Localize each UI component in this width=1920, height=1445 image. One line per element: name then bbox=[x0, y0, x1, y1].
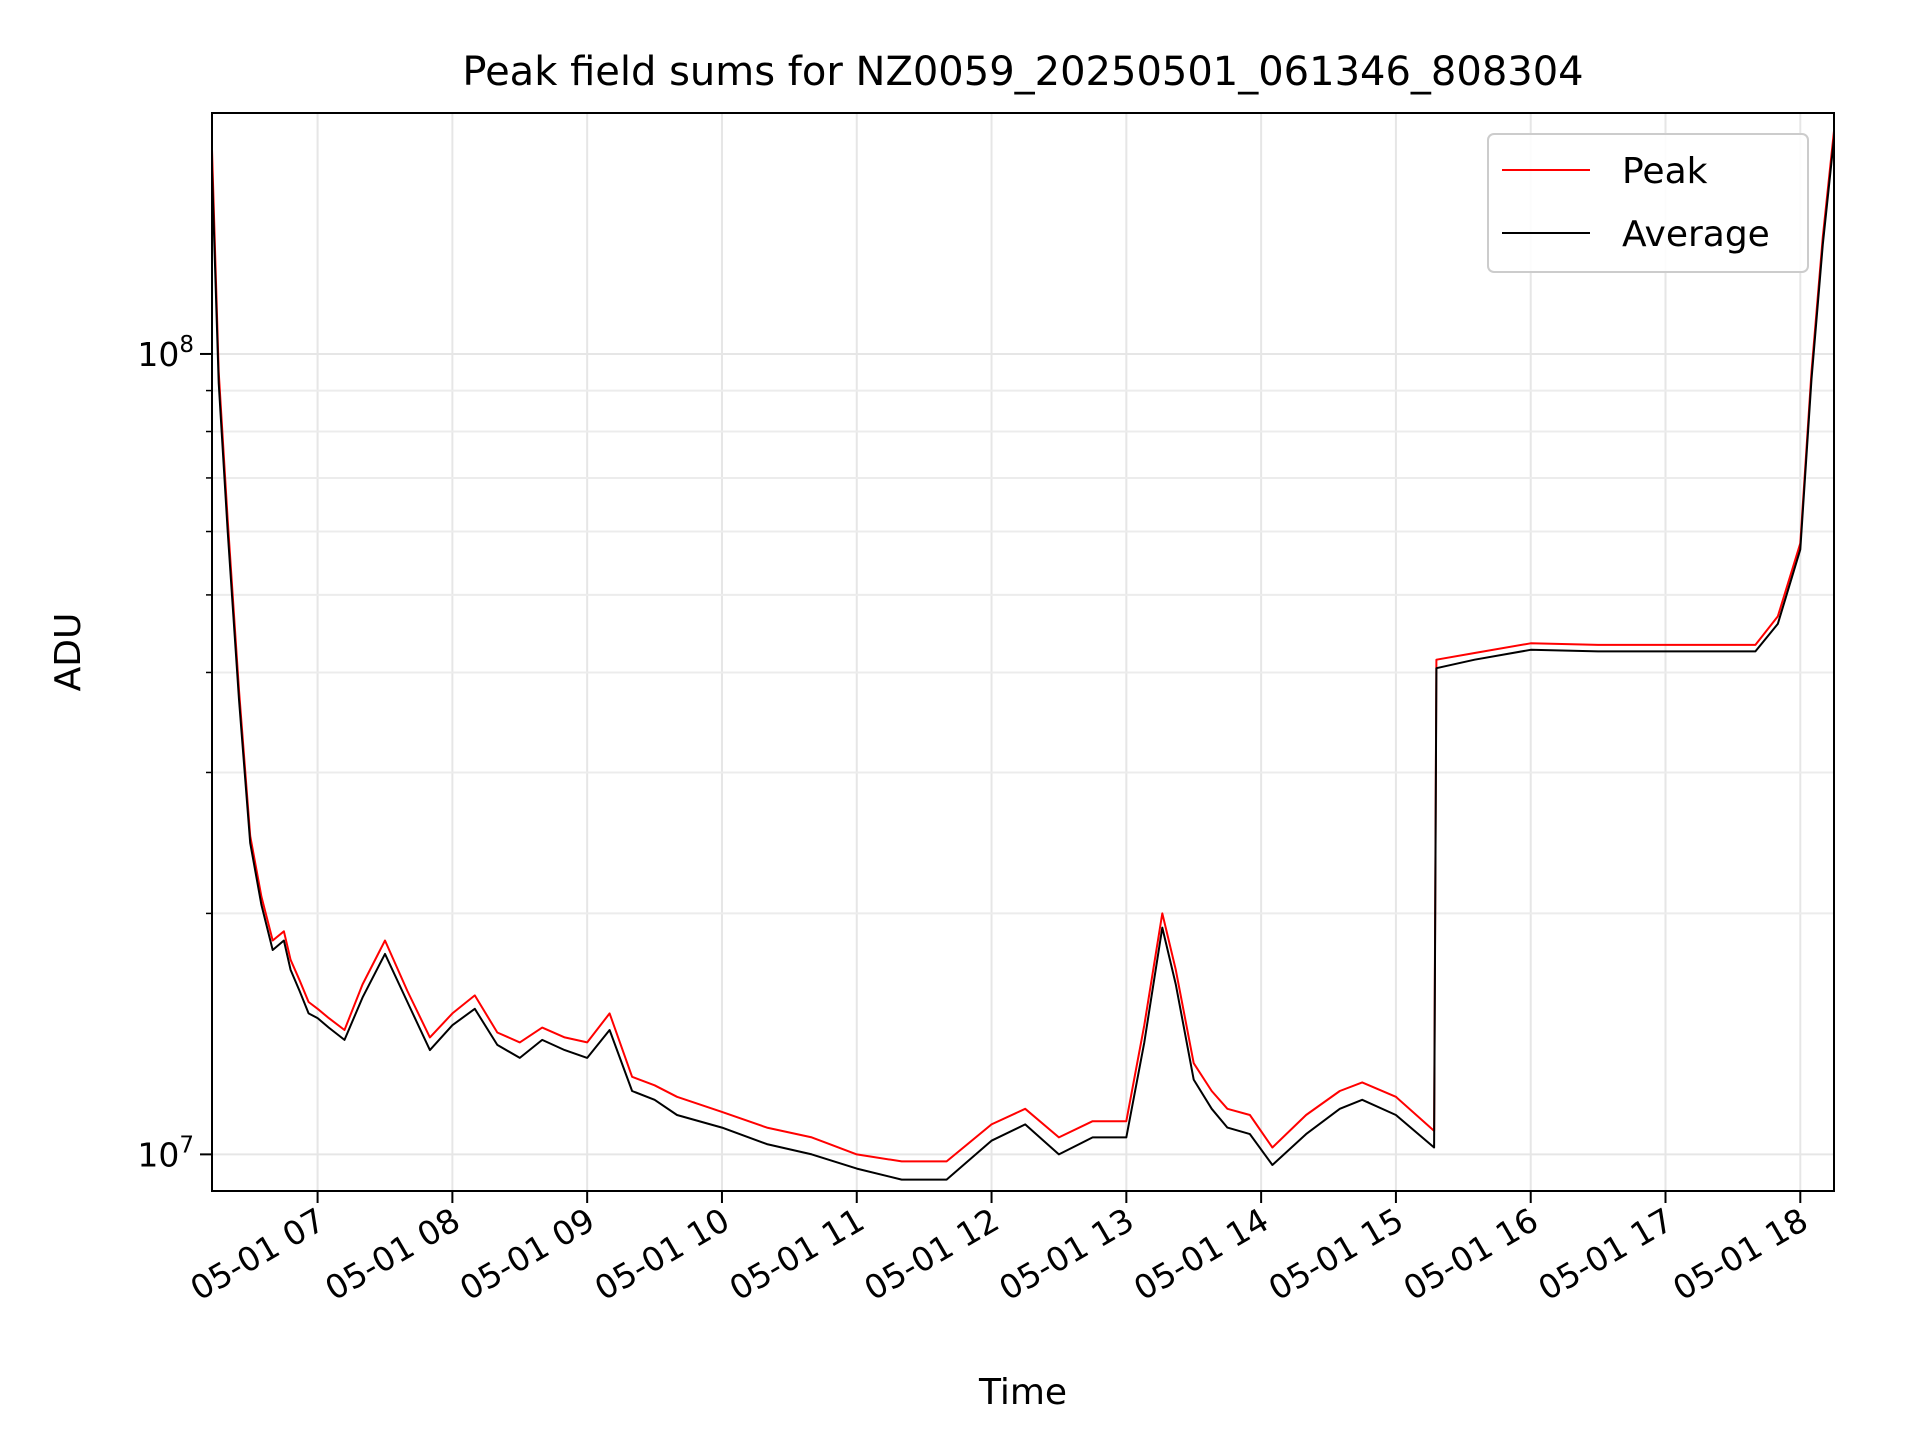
x-axis-label: Time bbox=[978, 1372, 1067, 1413]
series-line-average bbox=[211, 138, 1835, 1181]
y-tick-label: 108 bbox=[137, 332, 194, 374]
series-lines bbox=[211, 130, 1835, 1181]
legend-label-average: Average bbox=[1622, 214, 1770, 255]
chart-title: Peak field sums for NZ0059_20250501_0613… bbox=[462, 49, 1583, 95]
legend-box bbox=[1487, 133, 1809, 273]
plot-frame bbox=[211, 112, 1835, 1192]
series-line-peak bbox=[211, 130, 1835, 1163]
legend-label-peak: Peak bbox=[1622, 151, 1708, 192]
y-axis-label: ADU bbox=[48, 613, 89, 692]
legend: Peak Average bbox=[1487, 133, 1809, 273]
y-tick-label: 107 bbox=[137, 1132, 194, 1174]
